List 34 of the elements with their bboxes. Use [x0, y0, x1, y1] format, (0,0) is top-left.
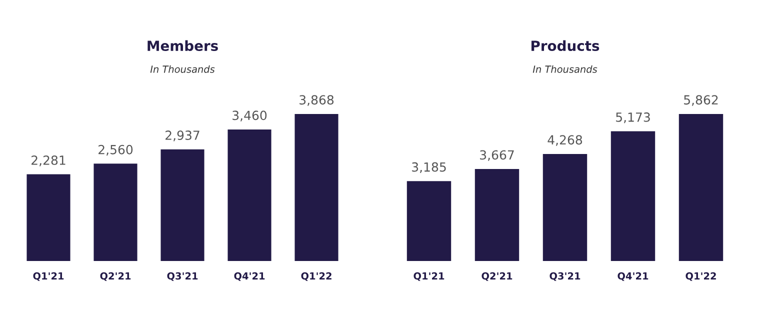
bar [294, 114, 338, 261]
x-tick-label: Q1'22 [301, 272, 332, 281]
x-tick-label: Q3'21 [550, 272, 580, 281]
chart-title: Products [532, 40, 600, 52]
data-label: 3,185 [412, 162, 446, 174]
bar [228, 129, 272, 261]
data-label: 2,560 [98, 144, 133, 156]
x-tick-label: Q4'21 [618, 272, 648, 281]
x-tick-label: Q1'21 [414, 272, 444, 281]
chart-subtitle: In Thousands [532, 65, 598, 73]
bar [474, 169, 520, 261]
data-label: 5,862 [684, 95, 718, 106]
data-label: 3,868 [300, 95, 334, 106]
bar [542, 154, 588, 261]
x-tick-label: Q2'21 [482, 272, 512, 281]
chart-title: Members [148, 40, 218, 52]
bar [678, 114, 724, 261]
x-tick-label: Q3'21 [167, 272, 198, 281]
bar [94, 164, 138, 261]
x-tick-label: Q2'21 [100, 272, 131, 281]
x-tick-label: Q1'21 [33, 272, 64, 281]
data-label: 2,937 [166, 130, 200, 142]
data-label: 2,281 [32, 155, 66, 166]
x-tick-label: Q1'22 [686, 272, 716, 281]
x-tick-label: Q4'21 [234, 272, 265, 281]
bar [26, 174, 70, 261]
bar [406, 181, 452, 261]
data-label: 5,173 [616, 112, 650, 124]
bar [610, 131, 656, 261]
data-label: 4,268 [548, 135, 582, 146]
data-label: 3,460 [232, 110, 267, 122]
chart-subtitle: In Thousands [150, 65, 215, 73]
bar [160, 149, 204, 261]
data-label: 3,667 [480, 150, 514, 161]
